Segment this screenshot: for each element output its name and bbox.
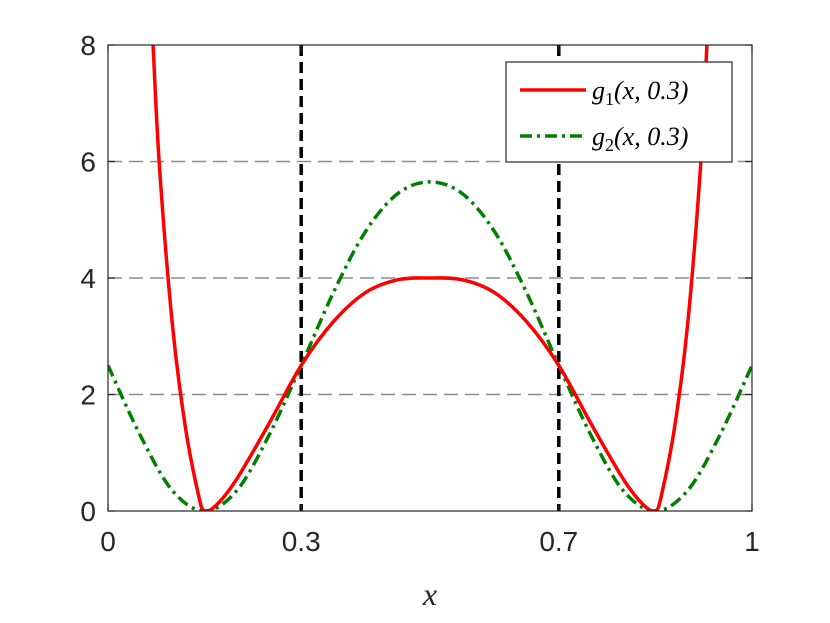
x-tick-label: 0 [100, 526, 116, 557]
x-axis-label: x [422, 576, 437, 612]
series-line-2 [108, 180, 752, 511]
legend-label-1: g1(x, 0.3) [592, 76, 688, 109]
series-lines [108, 45, 752, 511]
x-tick-label: 0.7 [539, 526, 578, 557]
ticks: 0 2 4 6 8 0 0.3 0.7 1 [80, 30, 759, 557]
y-tick-label: 0 [80, 496, 96, 527]
legend-box [505, 61, 733, 163]
y-tick-label: 2 [80, 380, 96, 411]
y-tick-label: 4 [80, 263, 96, 294]
legend: g1(x, 0.3) g2(x, 0.3) [505, 61, 733, 163]
x-tick-label: 1 [744, 526, 760, 557]
x-tick-label: 0.3 [282, 526, 321, 557]
y-tick-label: 6 [80, 147, 96, 178]
series-line-1 [151, 45, 709, 511]
y-tick-label: 8 [80, 30, 96, 61]
legend-label-2: g2(x, 0.3) [592, 122, 688, 155]
